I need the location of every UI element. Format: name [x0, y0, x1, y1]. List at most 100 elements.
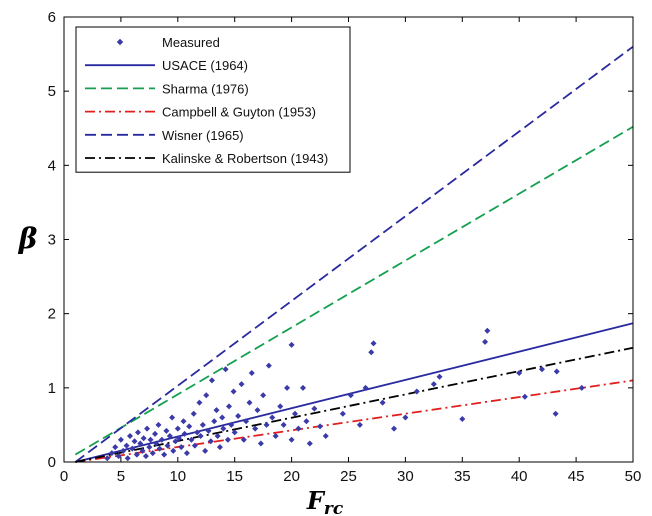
- data-point: [186, 423, 193, 430]
- x-axis: 0 5 10 15 20 25 30 35 40 45 50: [60, 17, 642, 485]
- data-point: [413, 388, 420, 395]
- data-point: [183, 450, 190, 457]
- data-point: [303, 418, 310, 425]
- x-tick-label: 35: [454, 468, 471, 485]
- data-point: [153, 440, 160, 447]
- data-point: [137, 440, 144, 447]
- data-point: [553, 368, 560, 375]
- legend-entry-sharma-1976: Sharma (1976): [85, 81, 249, 96]
- data-point: [169, 414, 176, 421]
- data-point: [161, 451, 168, 458]
- data-point: [149, 450, 156, 457]
- data-point: [174, 425, 181, 432]
- data-point: [216, 444, 223, 451]
- data-point: [254, 407, 261, 414]
- measured-points: [104, 327, 585, 462]
- data-point: [207, 438, 214, 445]
- line-sharma-1976: [74, 125, 634, 456]
- data-point: [257, 440, 264, 447]
- data-point: [205, 427, 212, 434]
- data-point: [482, 338, 489, 345]
- data-point: [213, 407, 220, 414]
- data-point: [306, 440, 313, 447]
- line-kalinske-robertson-1943: [75, 346, 634, 463]
- data-point: [194, 429, 201, 436]
- data-point: [484, 327, 491, 334]
- data-point: [322, 433, 329, 440]
- data-point: [208, 377, 215, 384]
- data-point: [190, 410, 197, 417]
- data-point: [311, 405, 318, 412]
- data-point: [231, 429, 238, 436]
- x-axis-title-subscript: rc: [324, 499, 344, 516]
- data-point: [142, 453, 149, 460]
- y-tick-label: 5: [48, 83, 56, 100]
- x-tick-label: 30: [397, 468, 414, 485]
- data-point: [379, 399, 386, 406]
- data-point: [235, 413, 242, 420]
- data-point: [203, 392, 210, 399]
- data-point: [120, 447, 127, 454]
- data-point: [243, 418, 250, 425]
- data-point: [391, 425, 398, 432]
- data-point: [188, 436, 195, 443]
- data-point: [123, 442, 130, 449]
- x-tick-label: 50: [625, 468, 642, 485]
- data-point: [134, 429, 141, 436]
- data-point: [226, 403, 233, 410]
- legend-label: Sharma (1976): [162, 81, 249, 96]
- legend-entry-wisner-1965: Wisner (1965): [85, 128, 244, 143]
- x-axis-title-main: F: [306, 486, 326, 515]
- data-point: [170, 447, 177, 454]
- legend-entry-usace-1964: USACE (1964): [85, 58, 248, 73]
- data-point: [552, 410, 559, 417]
- line-campbell-guyton-1953: [75, 379, 634, 463]
- y-tick-label: 6: [48, 9, 56, 26]
- data-point: [156, 445, 163, 452]
- data-point: [538, 366, 545, 373]
- data-point: [115, 453, 122, 460]
- data-point: [172, 438, 179, 445]
- data-point: [238, 381, 245, 388]
- data-point: [265, 362, 272, 369]
- y-tick-label: 4: [48, 157, 56, 174]
- data-point: [263, 421, 270, 428]
- x-tick-label: 15: [226, 468, 243, 485]
- data-point: [230, 388, 237, 395]
- data-point: [521, 393, 528, 400]
- data-point: [516, 370, 523, 376]
- data-point: [112, 444, 119, 451]
- x-axis-title: Frc: [306, 486, 344, 516]
- data-point: [246, 399, 253, 406]
- data-point: [146, 444, 153, 451]
- y-tick-label: 1: [48, 380, 56, 397]
- data-point: [248, 370, 255, 376]
- data-point: [155, 421, 162, 428]
- data-point: [129, 445, 136, 452]
- data-point: [459, 415, 466, 422]
- x-tick-label: 10: [169, 468, 186, 485]
- legend-label: Measured: [162, 35, 220, 50]
- data-point: [222, 366, 229, 373]
- data-point: [199, 421, 206, 428]
- legend-label: Wisner (1965): [162, 128, 244, 143]
- data-point: [139, 447, 146, 454]
- data-point: [339, 410, 346, 417]
- legend-label: Campbell & Guyton (1953): [162, 105, 316, 120]
- data-point: [362, 384, 369, 391]
- y-axis: 0 1 2 3 4 5 6: [48, 9, 633, 471]
- data-point: [180, 418, 187, 425]
- y-tick-label: 2: [48, 306, 56, 323]
- data-point: [131, 438, 138, 445]
- data-point: [368, 349, 375, 356]
- data-point: [260, 392, 267, 399]
- data-point: [197, 433, 204, 440]
- data-point: [175, 435, 182, 442]
- data-point: [299, 384, 306, 391]
- data-point: [292, 410, 299, 417]
- data-point: [104, 455, 111, 462]
- data-point: [140, 435, 147, 442]
- data-point: [430, 381, 437, 388]
- data-point: [288, 341, 295, 348]
